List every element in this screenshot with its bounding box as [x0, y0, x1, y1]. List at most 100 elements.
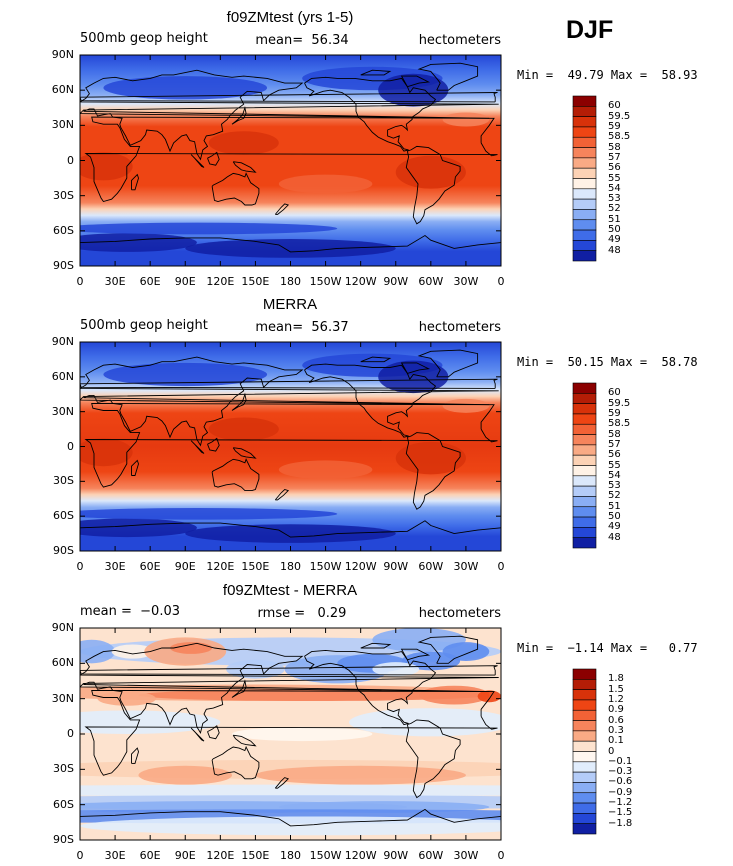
panel-left-label: 500mb geop height [80, 31, 208, 46]
coastline [80, 69, 499, 161]
field-contour [372, 628, 466, 652]
field-contour [111, 644, 154, 659]
colorbar-box [572, 802, 597, 814]
coastline [207, 725, 220, 740]
lon-tick-label: 150E [241, 849, 270, 862]
colorbar-box [572, 730, 597, 742]
coastline [360, 356, 392, 363]
coastline [80, 808, 501, 827]
colorbar-label: 54 [608, 469, 621, 481]
coastline [400, 75, 431, 88]
colorbar-box [572, 434, 597, 446]
colorbar-label: 0.9 [608, 704, 624, 716]
coastline [207, 437, 220, 452]
coastline [211, 458, 260, 492]
lon-tick-label: 30E [104, 849, 126, 862]
colorbar-label: 0 [608, 745, 615, 757]
coastline [211, 172, 260, 206]
map-panel-3 [79, 627, 502, 841]
colorbar-box [572, 454, 597, 466]
lat-tick-label: 90S [53, 544, 74, 557]
coastline [80, 520, 501, 538]
season-label: DJF [566, 16, 614, 44]
lon-tick-label: 120E [206, 275, 235, 288]
colorbar-label: 53 [608, 193, 621, 205]
colorbar-box [572, 475, 597, 487]
lat-tick-label: 90S [53, 259, 74, 272]
map-panel-2 [79, 341, 502, 552]
colorbar-label: 1.5 [608, 683, 624, 695]
colorbar-box [572, 126, 597, 138]
lon-tick-label: 60W [418, 560, 444, 573]
map-panel-1 [79, 54, 502, 267]
field-contour [103, 362, 268, 387]
coastlines [80, 349, 501, 538]
panel-right-label: hectometers [418, 606, 501, 621]
colorbar-label: 54 [608, 182, 621, 194]
panel-title: MERRA [262, 296, 318, 313]
colorbar-box [572, 250, 597, 262]
lat-tick-label: 30N [51, 118, 74, 132]
lon-tick-label: 120E [206, 560, 235, 573]
panel-center-label: mean= 56.37 [255, 320, 349, 335]
field-contour [80, 438, 133, 467]
field-contour [208, 417, 279, 441]
colorbar-box [572, 813, 597, 824]
coastline [232, 447, 257, 459]
colorbar [572, 668, 597, 835]
colorbar-box [572, 188, 597, 200]
colorbar-box [572, 106, 597, 117]
colorbar-box [572, 527, 597, 538]
coastline [400, 648, 431, 661]
colorbar-box [572, 720, 597, 732]
field-contour [80, 152, 133, 181]
lon-tick-label: 30E [104, 560, 126, 573]
coastline [304, 649, 437, 726]
colorbar-box [572, 136, 597, 148]
colorbar-box [572, 229, 597, 241]
field-contour [255, 765, 466, 785]
colorbar-label: 58.5 [608, 418, 631, 430]
panel-left-label: 500mb geop height [80, 318, 208, 333]
coastline [80, 378, 498, 389]
coastlines [80, 635, 501, 827]
lon-tick-label: 60E [139, 275, 161, 288]
coastline [190, 154, 205, 168]
colorbar-box [572, 792, 597, 804]
field-contour [80, 518, 197, 538]
colorbar-label: 57 [608, 438, 621, 450]
colorbar-box [572, 537, 597, 549]
field-contour [232, 726, 373, 742]
coastline [360, 69, 392, 76]
colorbar-box [572, 689, 597, 701]
coastline [360, 642, 392, 649]
lon-tick-label: 60E [139, 849, 161, 862]
coastline [417, 62, 479, 91]
coastline [190, 440, 205, 454]
coastline [190, 727, 205, 742]
colorbar-box [572, 699, 597, 711]
lon-tick-label: 150W [309, 560, 342, 573]
colorbar-label: 0.6 [608, 714, 624, 726]
coastline [80, 665, 498, 676]
lon-tick-label: 60E [139, 560, 161, 573]
colorbar-box [572, 95, 597, 107]
coastline [400, 362, 431, 374]
lon-tick-label: 0 [497, 560, 505, 573]
colorbar [572, 95, 597, 262]
field-contour [401, 651, 461, 671]
panel-center-label: rmse = 0.29 [257, 606, 347, 621]
lon-tick-label: 120W [344, 849, 377, 862]
colorbar-label: 49 [608, 521, 621, 533]
lat-tick-label: 90N [51, 48, 74, 61]
colorbar-box [572, 516, 597, 528]
coastline [405, 145, 461, 225]
colorbar-box [572, 423, 597, 435]
coastline [231, 392, 247, 411]
field-contour [103, 76, 268, 100]
colorbar-label: 59.5 [608, 397, 631, 409]
field-contour [378, 360, 449, 394]
coastline [405, 719, 461, 799]
lat-tick-label: 90N [51, 335, 74, 348]
